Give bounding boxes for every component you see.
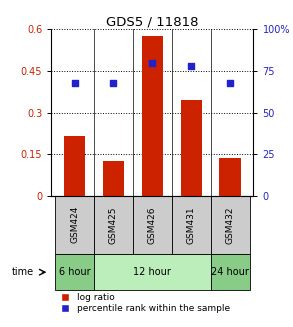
Bar xyxy=(180,100,202,196)
Point xyxy=(189,63,194,69)
Point xyxy=(228,80,232,85)
Text: GSM431: GSM431 xyxy=(187,206,196,244)
Text: GSM432: GSM432 xyxy=(226,206,235,244)
Text: 6 hour: 6 hour xyxy=(59,267,91,277)
Text: 12 hour: 12 hour xyxy=(133,267,171,277)
Bar xyxy=(219,158,241,196)
FancyBboxPatch shape xyxy=(133,196,172,254)
Bar xyxy=(103,161,124,196)
Text: GSM425: GSM425 xyxy=(109,206,118,244)
FancyBboxPatch shape xyxy=(211,196,250,254)
Point xyxy=(150,60,155,65)
FancyBboxPatch shape xyxy=(55,254,94,290)
Bar xyxy=(142,36,163,196)
Text: GSM424: GSM424 xyxy=(70,206,79,244)
Text: 24 hour: 24 hour xyxy=(211,267,249,277)
Text: GSM426: GSM426 xyxy=(148,206,157,244)
FancyBboxPatch shape xyxy=(211,254,250,290)
FancyBboxPatch shape xyxy=(94,254,211,290)
FancyBboxPatch shape xyxy=(55,196,94,254)
Title: GDS5 / 11818: GDS5 / 11818 xyxy=(106,15,199,28)
Text: time: time xyxy=(12,267,34,277)
FancyBboxPatch shape xyxy=(172,196,211,254)
Bar xyxy=(64,136,85,196)
Legend: log ratio, percentile rank within the sample: log ratio, percentile rank within the sa… xyxy=(56,293,230,313)
Point xyxy=(72,80,77,85)
Point xyxy=(111,80,116,85)
FancyBboxPatch shape xyxy=(94,196,133,254)
